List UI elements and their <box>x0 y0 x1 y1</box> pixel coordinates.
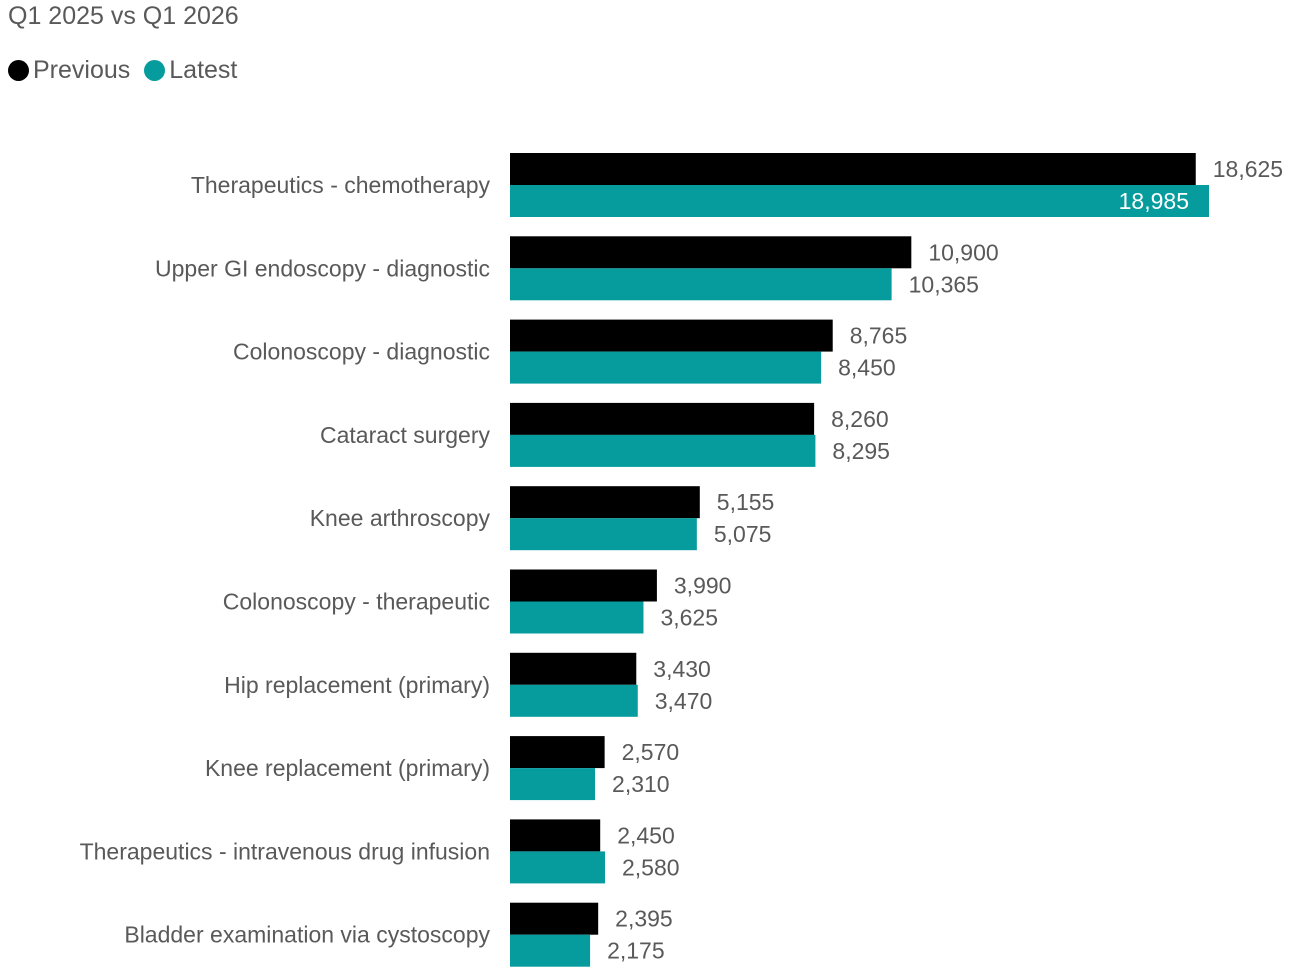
bar-previous-hip-replacement-primary[interactable] <box>510 652 637 685</box>
bar-previous-cataract-surgery[interactable] <box>510 402 815 435</box>
bar-latest-colonoscopy-diagnostic[interactable] <box>510 351 822 384</box>
value-label-previous-cataract-surgery: 8,260 <box>831 406 889 432</box>
category-labels: Therapeutics - chemotherapy Upper GI endo… <box>80 172 491 948</box>
value-label-latest-colonoscopy-therapeutic: 3,625 <box>660 605 718 631</box>
category-label-therapeutics-chemotherapy: Therapeutics - chemotherapy <box>191 172 491 198</box>
value-label-latest-upper-gi-endoscopy-diagnostic: 10,365 <box>909 271 979 297</box>
value-label-latest-therapeutics-chemotherapy: 18,985 <box>1119 188 1189 214</box>
value-label-previous-colonoscopy-diagnostic: 8,765 <box>850 323 908 349</box>
bar-latest-therapeutics-intravenous-drug-infusion[interactable] <box>510 851 605 884</box>
value-label-previous-upper-gi-endoscopy-diagnostic: 10,900 <box>928 239 998 265</box>
category-label-upper-gi-endoscopy-diagnostic: Upper GI endoscopy - diagnostic <box>155 255 490 281</box>
value-label-previous-knee-replacement-primary: 2,570 <box>622 739 680 765</box>
bar-latest-hip-replacement-primary[interactable] <box>510 684 638 717</box>
category-label-knee-replacement-primary: Knee replacement (primary) <box>205 755 490 781</box>
category-label-colonoscopy-therapeutic: Colonoscopy - therapeutic <box>223 589 490 615</box>
bar-previous-upper-gi-endoscopy-diagnostic[interactable] <box>510 236 912 269</box>
value-label-previous-colonoscopy-therapeutic: 3,990 <box>674 573 732 599</box>
value-label-previous-therapeutics-chemotherapy: 18,625 <box>1213 156 1283 182</box>
category-label-bladder-examination-via-cystoscopy: Bladder examination via cystoscopy <box>124 922 490 948</box>
bar-previous-knee-arthroscopy[interactable] <box>510 486 700 519</box>
chart-title: Q1 2025 vs Q1 2026 <box>8 2 239 30</box>
bar-previous-colonoscopy-diagnostic[interactable] <box>510 319 833 352</box>
bar-previous-therapeutics-chemotherapy[interactable] <box>510 153 1196 185</box>
legend-dot-latest-icon <box>144 60 166 81</box>
value-label-previous-knee-arthroscopy: 5,155 <box>717 489 775 515</box>
bar-previous-therapeutics-intravenous-drug-infusion[interactable] <box>510 819 601 852</box>
bars <box>510 153 1209 967</box>
bar-latest-upper-gi-endoscopy-diagnostic[interactable] <box>510 268 892 301</box>
bar-latest-therapeutics-chemotherapy[interactable] <box>510 185 1209 217</box>
value-label-latest-knee-replacement-primary: 2,310 <box>612 771 670 797</box>
category-label-therapeutics-intravenous-drug-infusion: Therapeutics - intravenous drug infusion <box>80 838 490 864</box>
bar-previous-colonoscopy-therapeutic[interactable] <box>510 569 657 602</box>
legend-dot-previous-icon <box>8 60 29 81</box>
value-label-latest-cataract-surgery: 8,295 <box>832 438 890 464</box>
value-label-previous-hip-replacement-primary: 3,430 <box>653 656 711 682</box>
bar-previous-bladder-examination-via-cystoscopy[interactable] <box>510 902 599 935</box>
value-label-latest-therapeutics-intravenous-drug-infusion: 2,580 <box>622 854 680 880</box>
value-label-latest-knee-arthroscopy: 5,075 <box>714 521 772 547</box>
value-label-latest-bladder-examination-via-cystoscopy: 2,175 <box>607 938 665 964</box>
bar-latest-cataract-surgery[interactable] <box>510 434 816 467</box>
category-label-knee-arthroscopy: Knee arthroscopy <box>310 505 491 531</box>
bar-previous-knee-replacement-primary[interactable] <box>510 736 605 769</box>
category-label-colonoscopy-diagnostic: Colonoscopy - diagnostic <box>233 339 490 365</box>
legend-label-previous: Previous <box>33 56 131 84</box>
bar-latest-colonoscopy-therapeutic[interactable] <box>510 601 644 634</box>
category-label-hip-replacement-primary: Hip replacement (primary) <box>224 672 490 698</box>
value-label-previous-therapeutics-intravenous-drug-infusion: 2,450 <box>617 822 675 848</box>
value-label-latest-colonoscopy-diagnostic: 8,450 <box>838 355 896 381</box>
legend: Previous Latest <box>8 56 251 85</box>
legend-item-latest[interactable]: Latest <box>144 56 237 85</box>
category-label-cataract-surgery: Cataract surgery <box>320 422 491 448</box>
bar-latest-knee-replacement-primary[interactable] <box>510 768 596 801</box>
value-label-latest-hip-replacement-primary: 3,470 <box>655 688 713 714</box>
legend-label-latest: Latest <box>169 56 238 84</box>
bar-latest-knee-arthroscopy[interactable] <box>510 518 697 551</box>
bar-latest-bladder-examination-via-cystoscopy[interactable] <box>510 934 591 967</box>
value-label-previous-bladder-examination-via-cystoscopy: 2,395 <box>615 906 673 932</box>
legend-item-previous[interactable]: Previous <box>8 56 130 85</box>
